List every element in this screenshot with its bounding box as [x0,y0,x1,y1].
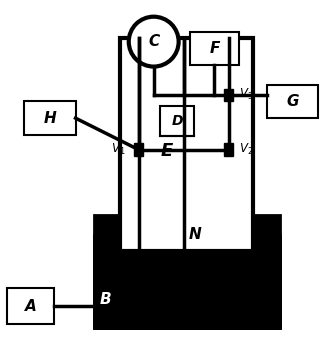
Text: H: H [43,111,56,126]
Bar [94,235,280,328]
Bar [224,89,233,101]
Text: B: B [100,292,111,307]
Bar [160,106,194,136]
Text: G: G [286,94,299,109]
Bar [24,101,75,135]
Bar [94,215,280,328]
Circle shape [129,17,179,67]
Text: $V_2$: $V_2$ [238,142,253,157]
Text: $V_3$: $V_3$ [238,87,253,103]
Text: C: C [148,34,159,49]
Text: A: A [25,299,36,314]
Bar [121,38,254,251]
Bar [7,288,54,324]
Text: $V_1$: $V_1$ [111,142,126,157]
Bar [224,143,233,156]
Text: E: E [161,142,173,161]
Text: D: D [171,115,183,129]
Bar [190,32,238,65]
Bar [267,85,318,118]
Text: N: N [189,227,202,242]
Bar [134,143,143,156]
Text: F: F [209,41,219,56]
